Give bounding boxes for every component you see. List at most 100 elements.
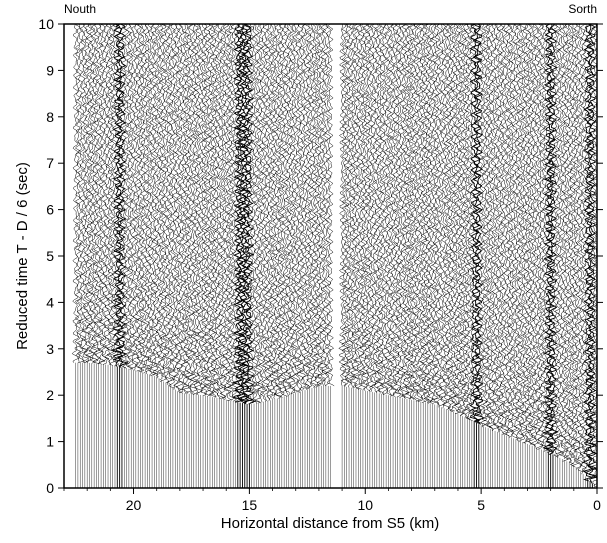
seismic-trace <box>546 24 559 455</box>
seismic-trace <box>510 24 518 439</box>
seismic-trace <box>233 24 247 403</box>
seismic-trace <box>273 24 282 399</box>
seismic-trace <box>294 24 302 393</box>
seismic-trace <box>379 24 388 395</box>
seismic-trace <box>338 24 346 387</box>
seismic-trace <box>479 24 488 427</box>
seismic-trace <box>461 24 470 418</box>
seismic-trace <box>208 24 217 398</box>
seismic-trace <box>530 24 538 447</box>
y-axis-title: Reduced time T - D / 6 (sec) <box>14 162 31 350</box>
y-tick-label: 0 <box>46 480 54 496</box>
x-axis: 20 15 10 5 0 <box>63 488 601 513</box>
seismic-trace <box>212 24 221 399</box>
seismic-trace <box>255 24 263 403</box>
seismic-trace <box>340 24 349 387</box>
seismic-trace <box>391 24 400 397</box>
seismic-trace <box>565 24 574 463</box>
seismic-trace <box>389 24 397 397</box>
seismic-trace <box>497 24 507 434</box>
seismic-trace <box>592 24 597 488</box>
seismic-trace <box>280 24 288 397</box>
seismic-trace <box>289 24 298 394</box>
seismic-trace <box>87 24 96 364</box>
seismic-trace <box>465 24 474 420</box>
seismic-trace <box>574 24 583 470</box>
seismic-trace <box>455 24 465 416</box>
seismic-trace <box>402 24 412 400</box>
seismic-trace <box>433 24 442 406</box>
seismic-trace <box>540 24 548 451</box>
seismic-trace <box>136 24 145 373</box>
seismic-trace <box>131 24 140 371</box>
seismic-trace <box>287 24 296 395</box>
seismic-trace <box>542 24 555 453</box>
seismic-trace <box>259 24 268 402</box>
seismic-trace <box>407 24 416 400</box>
seismic-trace <box>98 24 107 365</box>
seismic-trace <box>304 24 312 390</box>
seismic-trace <box>247 24 257 405</box>
seismic-trace <box>166 24 175 387</box>
seismic-trace <box>122 24 131 369</box>
seismic-trace <box>409 24 419 401</box>
seismic-trace <box>74 24 82 363</box>
seismic-trace <box>581 24 594 479</box>
seismic-trace <box>516 24 525 442</box>
seismic-trace <box>180 24 189 394</box>
left-end-label: Nouth <box>64 2 96 16</box>
seismic-trace <box>150 24 159 377</box>
seismic-trace <box>171 24 179 390</box>
seismic-trace <box>206 24 214 397</box>
seismic-trace <box>182 24 191 394</box>
seismic-trace <box>92 24 101 364</box>
seismic-trace <box>412 24 421 401</box>
seismic-trace <box>314 24 323 386</box>
seismic-trace <box>535 24 544 449</box>
seismic-trace <box>458 24 467 417</box>
x-tick-label: 20 <box>126 497 142 513</box>
seismic-trace <box>500 24 509 435</box>
y-tick-label: 3 <box>46 341 54 357</box>
seismic-trace <box>579 24 587 475</box>
seismic-trace <box>164 24 173 385</box>
seismic-trace <box>533 24 542 448</box>
seismic-trace <box>239 24 250 404</box>
seismic-trace <box>361 24 370 391</box>
seismic-trace <box>528 24 536 446</box>
seismic-trace <box>507 24 515 438</box>
seismic-trace <box>421 24 430 403</box>
seismic-trace <box>435 24 444 407</box>
seismic-trace <box>577 24 585 473</box>
seismic-trace <box>354 24 362 390</box>
seismic-trace <box>322 24 330 387</box>
seismic-trace <box>581 24 589 477</box>
seismic-trace <box>200 24 208 396</box>
seismic-trace <box>203 24 212 397</box>
seismic-trace <box>370 24 378 393</box>
seismic-trace <box>83 24 91 363</box>
seismic-trace <box>468 24 476 421</box>
y-axis: 0 1 2 3 4 5 6 7 8 9 10 <box>38 16 603 496</box>
y-tick-label: 7 <box>46 155 54 171</box>
seismic-trace <box>162 24 170 384</box>
seismic-trace <box>349 24 358 389</box>
y-tick-label: 5 <box>46 248 54 264</box>
seismic-trace <box>518 24 528 443</box>
seismic-trace <box>111 24 119 367</box>
seismic-trace <box>449 24 458 413</box>
seismic-trace <box>155 24 163 379</box>
seismic-trace <box>382 24 390 395</box>
y-tick-label: 1 <box>46 434 54 450</box>
seismic-trace <box>525 24 534 445</box>
y-tick-label: 8 <box>46 109 54 125</box>
seismic-trace <box>312 24 322 387</box>
seismic-trace <box>257 24 266 403</box>
seismic-trace <box>159 24 168 382</box>
seismic-trace <box>560 24 569 461</box>
seismic-trace <box>396 24 404 398</box>
seismic-trace <box>496 24 504 433</box>
seismic-trace <box>488 24 497 431</box>
seismic-trace <box>90 24 99 364</box>
seismic-trace <box>305 24 314 389</box>
